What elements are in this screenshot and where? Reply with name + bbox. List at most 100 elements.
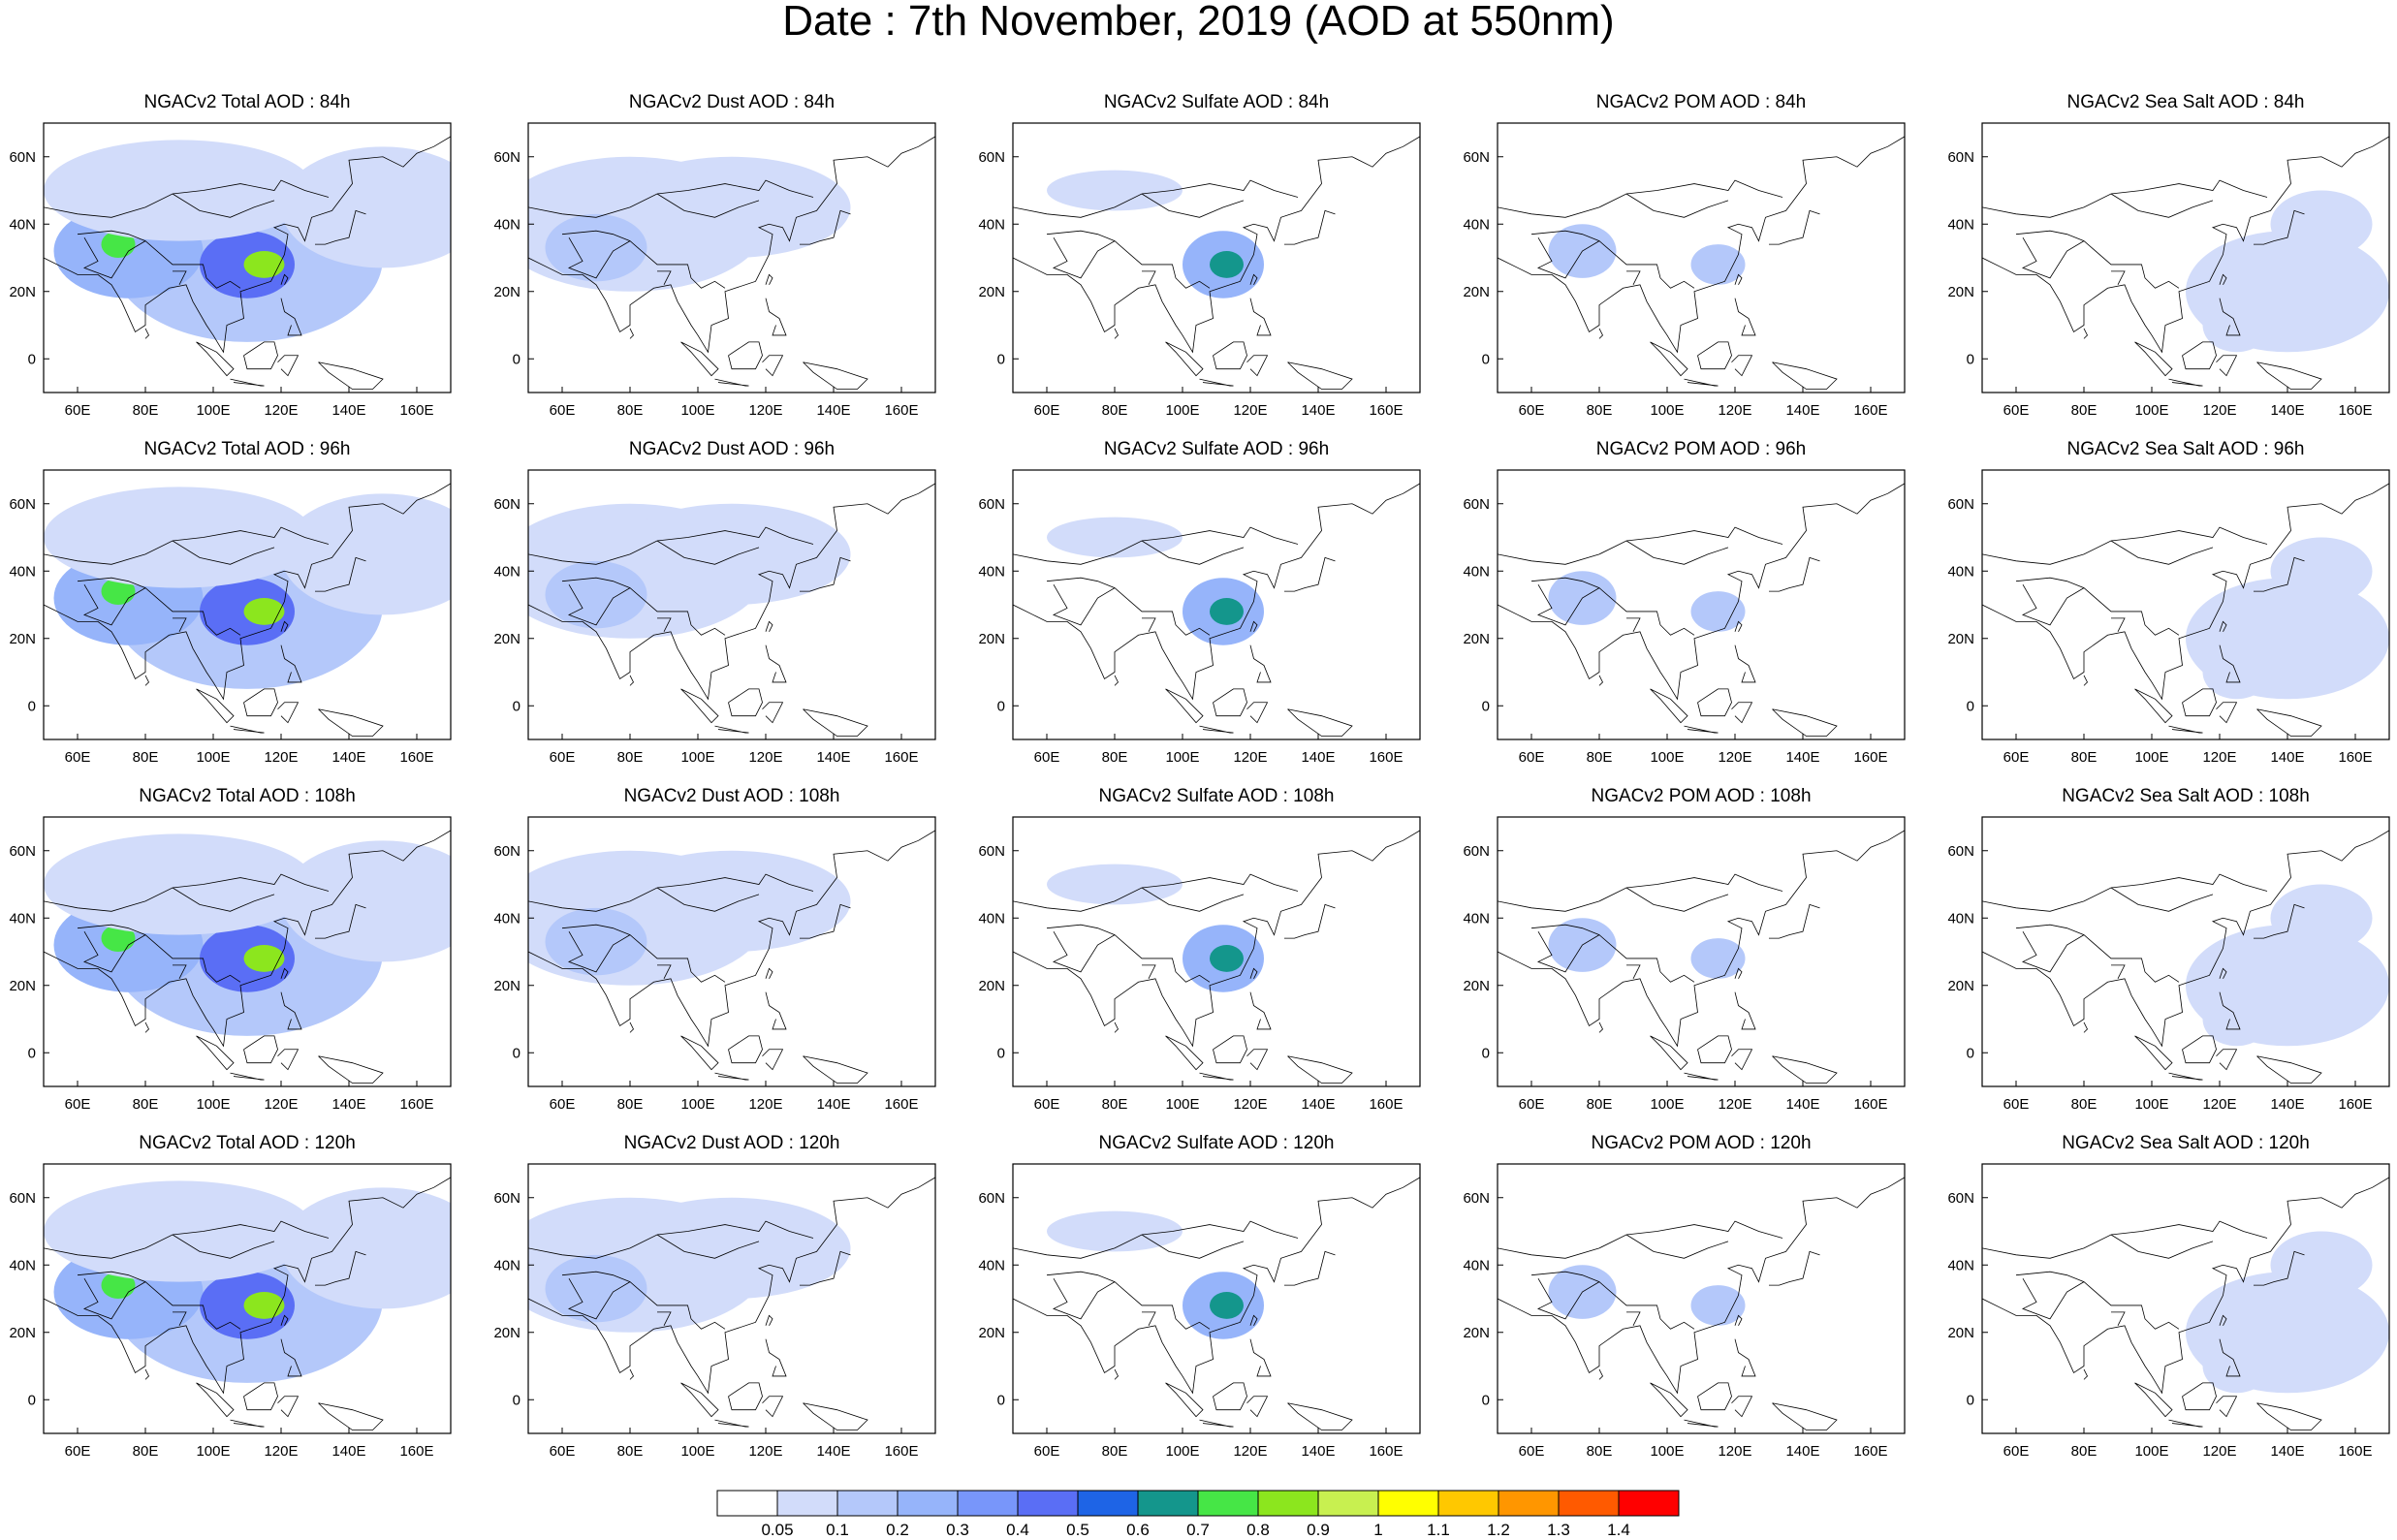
coastline bbox=[1013, 1177, 1420, 1395]
lon-tick-label: 100E bbox=[196, 1096, 230, 1113]
map-panel-sulfate-96h: 60E 80E 100E 120E 140E 160E 60N 40N 20N 0 bbox=[978, 469, 1421, 766]
coastline bbox=[1772, 361, 1838, 390]
lat-tick-label: 0 bbox=[513, 351, 520, 367]
lon-tick-label: 160E bbox=[399, 402, 433, 419]
lat-tick-label: 20N bbox=[978, 631, 1005, 647]
lat-tick-label: 40N bbox=[1463, 1257, 1490, 1273]
coastline bbox=[1769, 1250, 1820, 1286]
coastline bbox=[1498, 830, 1905, 1048]
coastline bbox=[1530, 924, 1695, 983]
coastline bbox=[172, 1234, 275, 1259]
lat-tick-label: 60N bbox=[978, 843, 1005, 860]
coastline bbox=[280, 298, 302, 336]
lon-tick-label: 120E bbox=[2202, 1096, 2236, 1113]
coastline bbox=[1982, 1220, 2268, 1259]
aod-field bbox=[528, 136, 935, 390]
coastline bbox=[1013, 179, 1299, 218]
aod-region bbox=[1047, 1210, 1183, 1252]
coastline bbox=[1199, 1419, 1234, 1428]
colorbar-level-label: 0.05 bbox=[761, 1521, 794, 1539]
aod-region bbox=[2202, 644, 2271, 700]
lon-tick-label: 160E bbox=[399, 1096, 433, 1113]
lat-tick-label: 0 bbox=[28, 351, 36, 367]
colorbar-swatch bbox=[1377, 1490, 1439, 1517]
coastline bbox=[196, 688, 235, 724]
coastline bbox=[1982, 873, 2268, 912]
map-frame bbox=[1012, 469, 1421, 740]
lon-tick-label: 100E bbox=[2134, 1096, 2168, 1113]
lon-tick-label: 60E bbox=[1519, 402, 1545, 419]
lat-tick-label: 40N bbox=[493, 1257, 520, 1273]
colorbar-swatch bbox=[1017, 1490, 1079, 1517]
coastline bbox=[318, 708, 384, 737]
aod-region bbox=[281, 146, 451, 268]
lat-tick-label: 60N bbox=[1463, 1190, 1490, 1207]
lon-tick-label: 60E bbox=[1519, 749, 1545, 766]
aod-field bbox=[44, 483, 451, 737]
coastline bbox=[561, 577, 726, 636]
coastline bbox=[2216, 702, 2238, 724]
lon-tick-label: 160E bbox=[1369, 749, 1403, 766]
lon-tick-label: 60E bbox=[1034, 402, 1060, 419]
lon-tick-label: 100E bbox=[1650, 1096, 1684, 1113]
coastline bbox=[77, 230, 241, 289]
panel-title: NGACv2 Sulfate AOD : 108h bbox=[1098, 786, 1335, 806]
aod-region bbox=[2202, 991, 2271, 1047]
lat-tick-label: 0 bbox=[28, 1392, 36, 1408]
coastline bbox=[2219, 1338, 2241, 1377]
coastline bbox=[2111, 1311, 2126, 1326]
coastline bbox=[172, 540, 275, 565]
map-panel-total-108h: 60E 80E 100E 120E 140E 160E 60N 40N 20N 0 bbox=[9, 816, 452, 1113]
lat-tick-label: 20N bbox=[493, 978, 520, 994]
lat-tick-label: 40N bbox=[978, 1257, 1005, 1273]
coastline bbox=[1734, 1338, 1756, 1377]
lon-tick-label: 80E bbox=[1587, 749, 1613, 766]
coastline bbox=[173, 270, 187, 285]
coastline bbox=[567, 236, 631, 279]
aod-region bbox=[1690, 938, 1746, 979]
lon-tick-label: 100E bbox=[1165, 402, 1199, 419]
lat-tick-label: 60N bbox=[978, 496, 1005, 513]
panel-title: NGACv2 POM AOD : 96h bbox=[1595, 439, 1807, 459]
lon-tick-label: 160E bbox=[1369, 402, 1403, 419]
coastline bbox=[82, 1277, 146, 1320]
coastline bbox=[528, 1220, 814, 1259]
lon-tick-label: 120E bbox=[1233, 1096, 1267, 1113]
lon-tick-label: 100E bbox=[196, 402, 230, 419]
lon-tick-label: 140E bbox=[1301, 1443, 1335, 1460]
lon-tick-label: 120E bbox=[264, 749, 298, 766]
lon-tick-label: 60E bbox=[550, 1443, 576, 1460]
coastline bbox=[1498, 1220, 1783, 1259]
lat-tick-label: 0 bbox=[513, 698, 520, 714]
coastline bbox=[629, 1021, 634, 1033]
colorbar-level-label: 1.1 bbox=[1427, 1521, 1450, 1539]
coastline bbox=[196, 1035, 235, 1071]
lat-tick-label: 40N bbox=[1947, 216, 1974, 233]
aod-field bbox=[1498, 830, 1905, 1084]
coastline bbox=[1013, 1220, 1299, 1259]
lon-tick-label: 100E bbox=[196, 1443, 230, 1460]
lon-tick-label: 80E bbox=[1102, 1443, 1128, 1460]
coastline bbox=[528, 483, 935, 701]
colorbar-level-label: 0.7 bbox=[1186, 1521, 1210, 1539]
coastline bbox=[1213, 341, 1247, 370]
lon-tick-label: 100E bbox=[1650, 1443, 1684, 1460]
map-panel-pom-96h: 60E 80E 100E 120E 140E 160E 60N 40N 20N 0 bbox=[1463, 469, 1906, 766]
coastline bbox=[1142, 617, 1156, 632]
coastline bbox=[1772, 708, 1838, 737]
panel-title: NGACv2 POM AOD : 120h bbox=[1591, 1133, 1812, 1153]
coastline bbox=[765, 1338, 787, 1377]
map-panel-total-120h: 60E 80E 100E 120E 140E 160E 60N 40N 20N 0 bbox=[9, 1163, 452, 1460]
lat-tick-label: 20N bbox=[1947, 1325, 1974, 1341]
coastline bbox=[82, 930, 146, 973]
lon-tick-label: 80E bbox=[617, 1096, 644, 1113]
aod-field bbox=[1982, 483, 2389, 737]
lat-tick-label: 40N bbox=[978, 910, 1005, 927]
aod-field bbox=[1982, 830, 2389, 1084]
lon-tick-label: 100E bbox=[2134, 749, 2168, 766]
coastline bbox=[2254, 209, 2305, 245]
aod-region bbox=[613, 850, 851, 952]
lon-tick-label: 100E bbox=[1165, 749, 1199, 766]
lat-tick-label: 60N bbox=[1463, 149, 1490, 166]
aod-region bbox=[1210, 251, 1244, 278]
